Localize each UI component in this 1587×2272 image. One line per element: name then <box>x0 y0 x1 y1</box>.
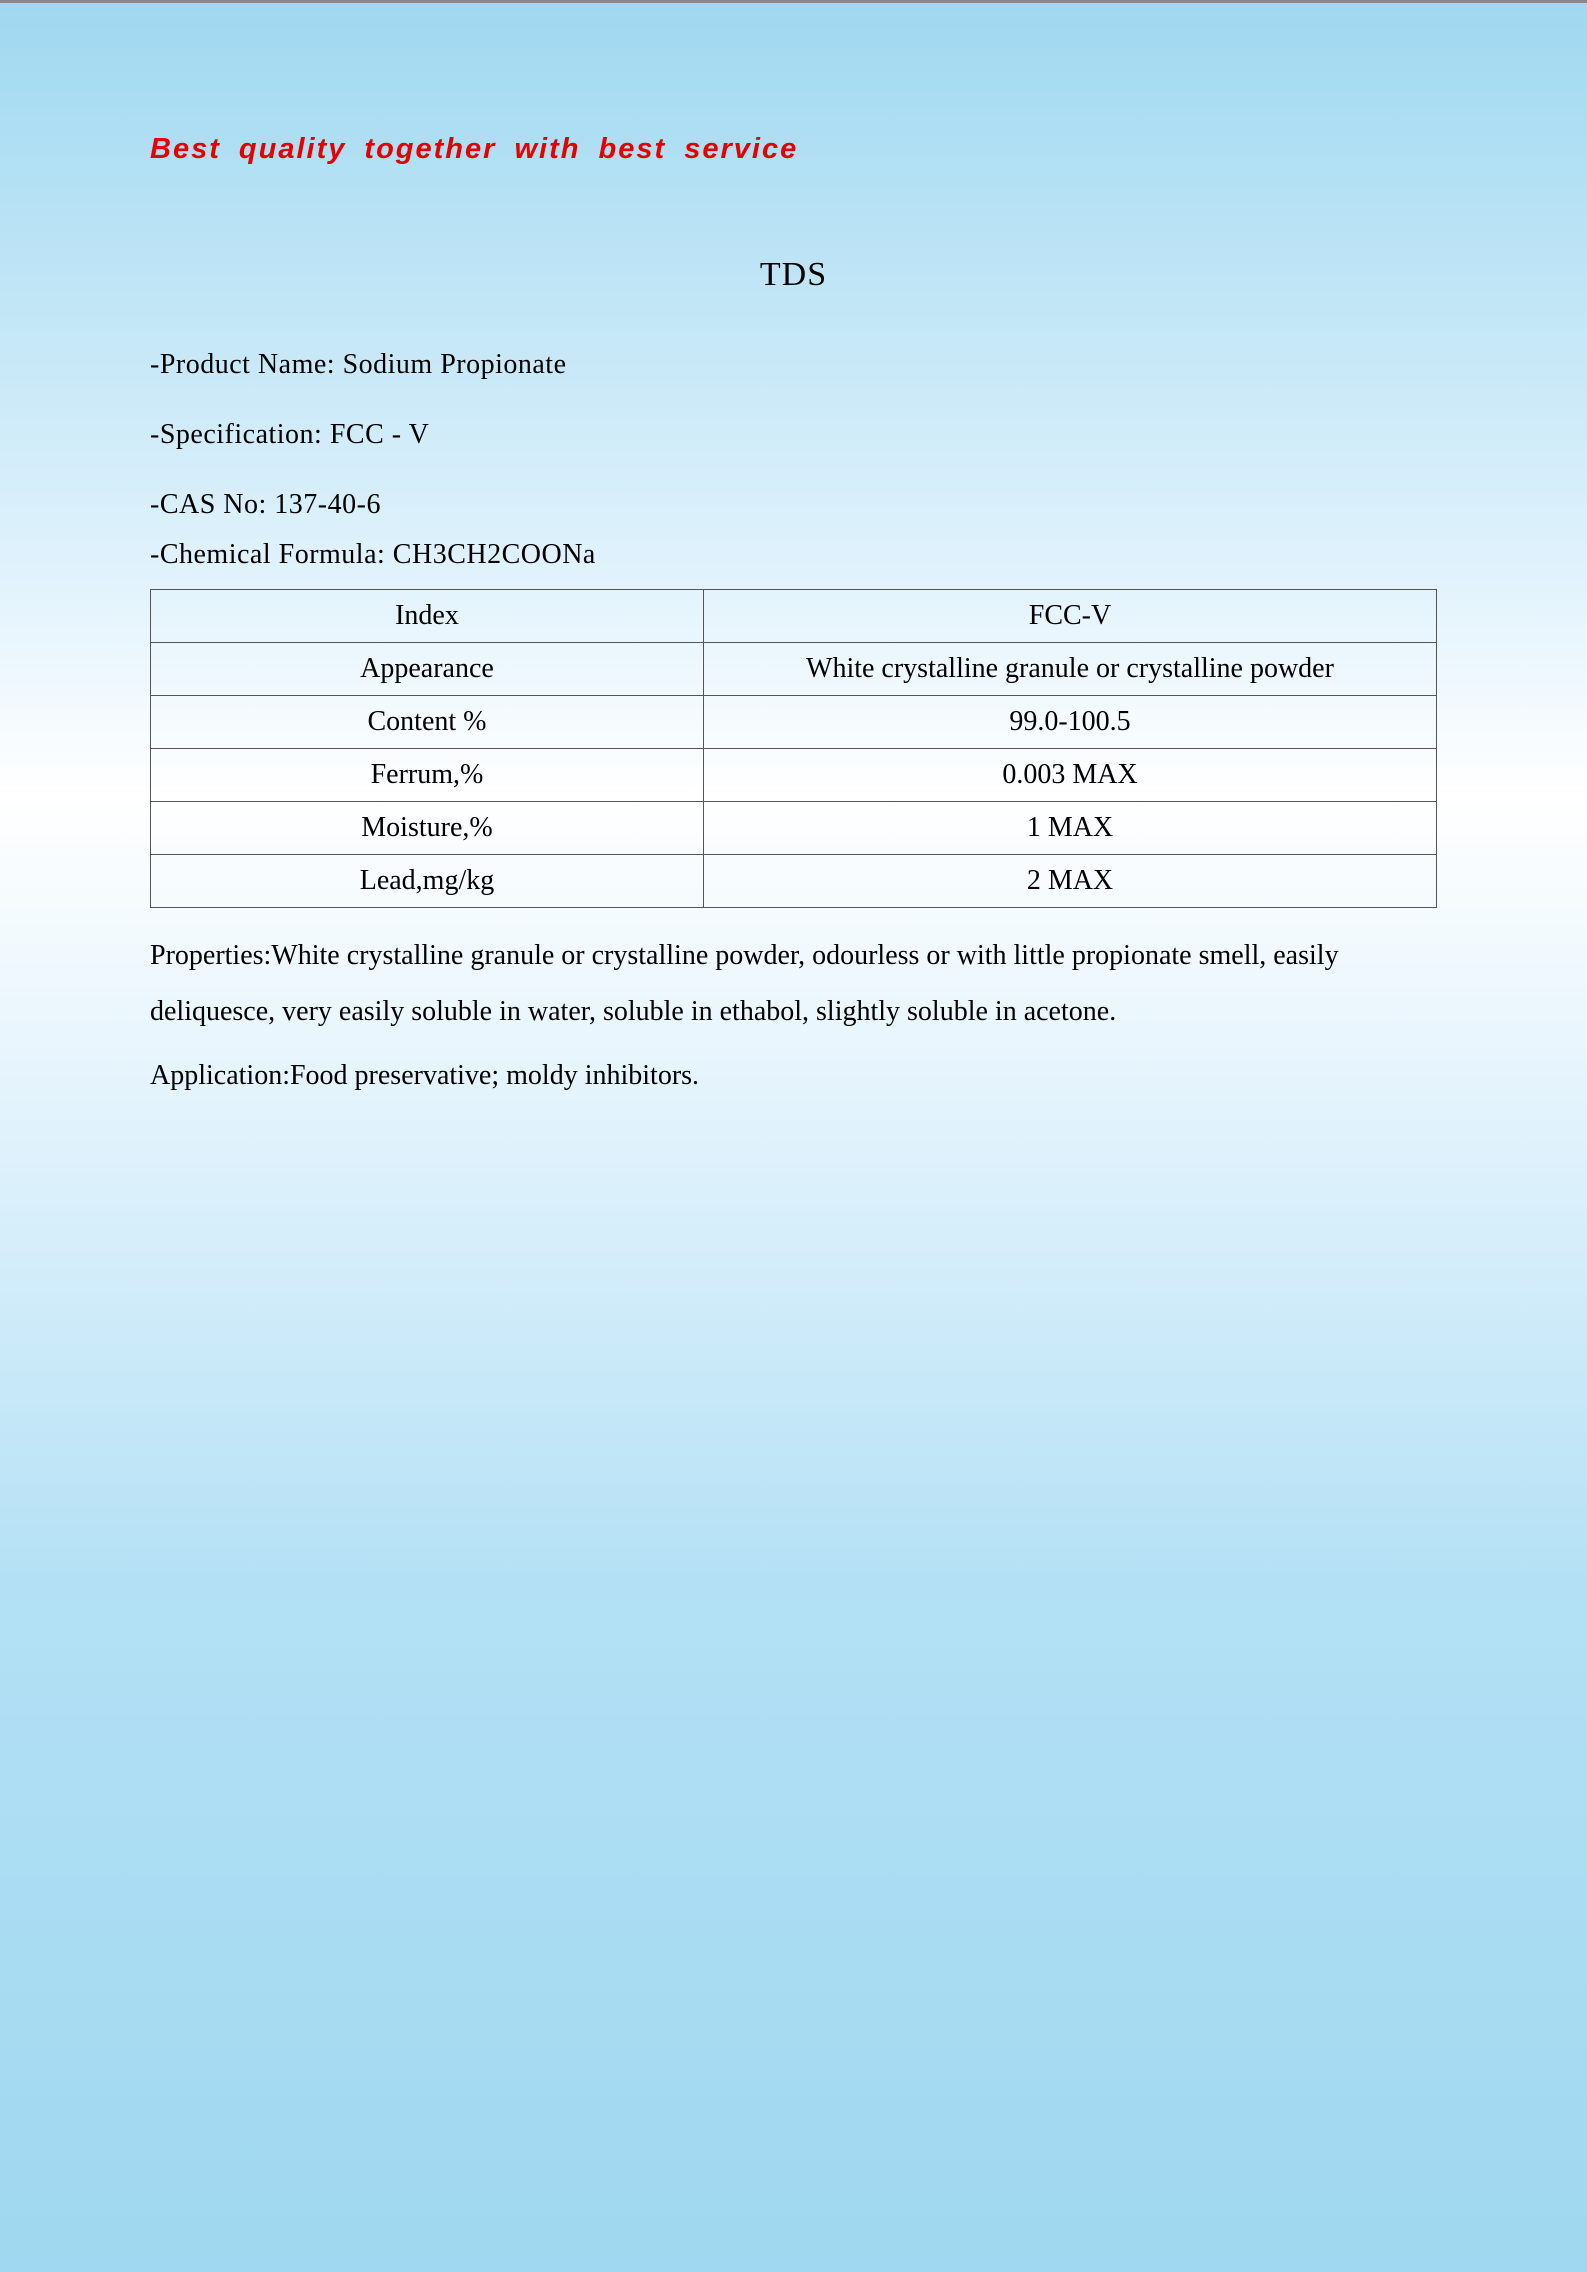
table-cell-value: 99.0-100.5 <box>703 696 1436 749</box>
chemical-formula-label: -Chemical Formula: <box>150 539 393 570</box>
product-name-line: -Product Name: Sodium Propionate <box>150 349 1437 381</box>
application-text: Application:Food preservative; moldy inh… <box>150 1048 1437 1104</box>
table-row: Lead,mg/kg 2 MAX <box>151 855 1437 908</box>
table-row: Appearance White crystalline granule or … <box>151 643 1437 696</box>
table-cell-value: 2 MAX <box>703 855 1436 908</box>
table-header-index: Index <box>151 590 704 643</box>
cas-no-label: -CAS No: <box>150 489 274 520</box>
specification-value: FCC - V <box>330 419 429 450</box>
table-row: Ferrum,% 0.003 MAX <box>151 749 1437 802</box>
company-tagline: Best quality together with best service <box>150 133 1437 166</box>
table-cell-index: Ferrum,% <box>151 749 704 802</box>
cas-no-value: 137-40-6 <box>274 489 381 520</box>
document-container: Best quality together with best service … <box>0 3 1587 1104</box>
table-row: Content % 99.0-100.5 <box>151 696 1437 749</box>
specification-line: -Specification: FCC - V <box>150 419 1437 451</box>
specification-table: Index FCC-V Appearance White crystalline… <box>150 589 1437 908</box>
specification-label: -Specification: <box>150 419 330 450</box>
cas-no-line: -CAS No: 137-40-6 <box>150 489 1437 521</box>
table-cell-value: White crystalline granule or crystalline… <box>703 643 1436 696</box>
table-header-fccv: FCC-V <box>703 590 1436 643</box>
table-cell-value: 1 MAX <box>703 802 1436 855</box>
table-cell-index: Lead,mg/kg <box>151 855 704 908</box>
table-cell-value: 0.003 MAX <box>703 749 1436 802</box>
chemical-formula-line: -Chemical Formula: CH3CH2COONa <box>150 539 1437 571</box>
product-name-value: Sodium Propionate <box>343 349 567 380</box>
table-header-row: Index FCC-V <box>151 590 1437 643</box>
table-cell-index: Moisture,% <box>151 802 704 855</box>
chemical-formula-value: CH3CH2COONa <box>393 539 596 570</box>
document-title: TDS <box>150 256 1437 294</box>
table-cell-index: Appearance <box>151 643 704 696</box>
table-row: Moisture,% 1 MAX <box>151 802 1437 855</box>
properties-text: Properties:White crystalline granule or … <box>150 928 1437 1040</box>
table-cell-index: Content % <box>151 696 704 749</box>
product-name-label: -Product Name: <box>150 349 343 380</box>
